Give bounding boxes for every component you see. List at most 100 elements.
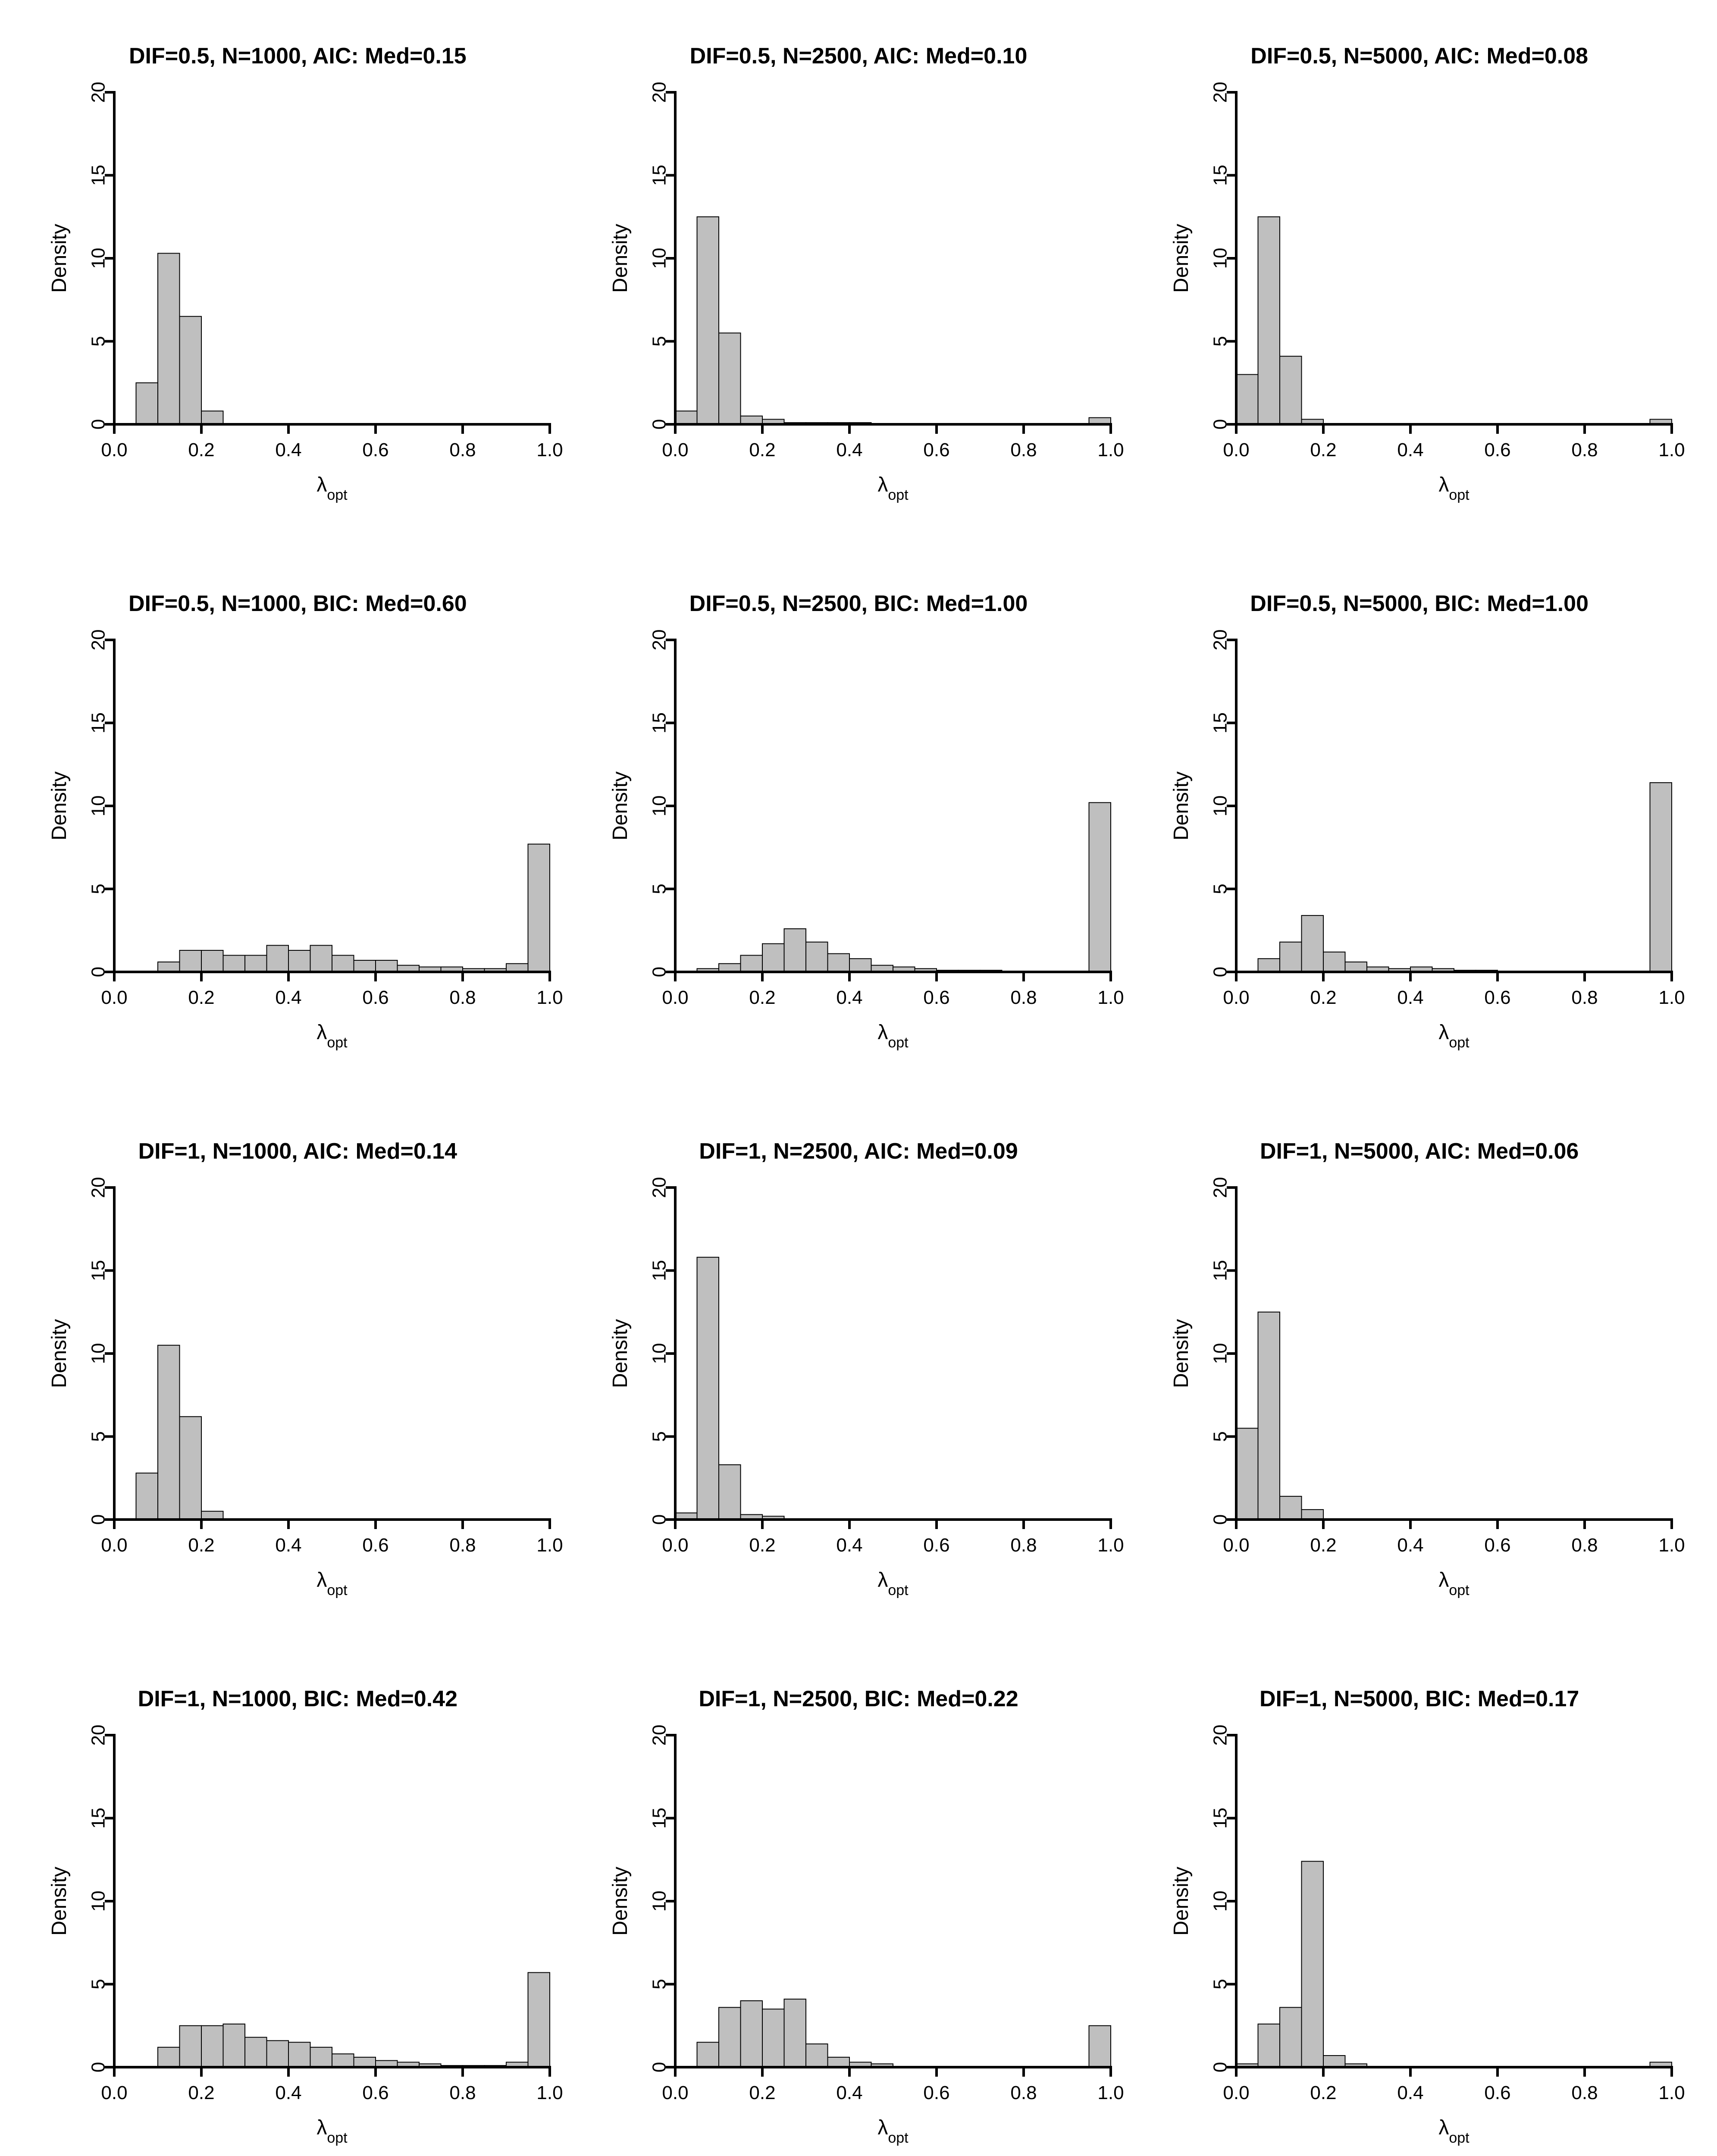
y-tick-label: 10	[1209, 1343, 1231, 1364]
histogram-bar	[1280, 356, 1302, 424]
x-tick-label: 0.8	[450, 987, 476, 1008]
x-axis-line	[114, 2067, 550, 2076]
histogram-bar	[136, 1473, 158, 1520]
histogram-panel: DIF=0.5, N=2500, BIC: Med=1.000.00.20.40…	[587, 591, 1131, 1121]
y-tick-label: 5	[88, 1431, 109, 1442]
y-tick-label: 10	[1209, 1891, 1231, 1912]
x-tick-label: 0.2	[749, 987, 775, 1008]
histogram-bar	[288, 950, 310, 972]
x-tick-label: 0.4	[1397, 1535, 1423, 1556]
y-tick-label: 15	[1209, 1808, 1231, 1829]
y-tick-label: 20	[649, 630, 670, 651]
y-tick-label: 5	[88, 884, 109, 894]
y-tick-label: 10	[649, 1891, 670, 1912]
y-tick-label: 0	[1209, 419, 1231, 429]
x-axis-label: λopt	[317, 1021, 348, 1051]
histogram-panel: DIF=0.5, N=2500, AIC: Med=0.100.00.20.40…	[587, 43, 1131, 573]
x-axis-label: λopt	[877, 2116, 909, 2146]
x-tick-label: 0.0	[1223, 439, 1249, 461]
x-tick-label: 0.2	[1310, 1535, 1336, 1556]
x-tick-label: 0.8	[1010, 1535, 1037, 1556]
x-tick-label: 0.0	[1223, 2082, 1249, 2103]
histogram-bar	[158, 253, 180, 424]
y-tick-label: 10	[649, 1343, 670, 1364]
histogram-bar	[806, 942, 828, 972]
x-tick-label: 0.2	[749, 439, 775, 461]
y-tick-label: 20	[1209, 1177, 1231, 1198]
panel-title: DIF=0.5, N=1000, AIC: Med=0.15	[129, 43, 467, 69]
histogram-bar	[332, 2054, 354, 2067]
histogram-bar	[180, 1416, 202, 1520]
x-tick-label: 0.4	[276, 987, 302, 1008]
histogram-bar	[719, 2007, 741, 2067]
histogram-panel: DIF=1, N=1000, AIC: Med=0.140.00.20.40.6…	[26, 1138, 570, 1669]
histogram-bar	[784, 929, 806, 972]
x-tick-label: 0.2	[188, 987, 215, 1008]
y-tick-label: 15	[649, 1260, 670, 1281]
y-tick-label: 15	[1209, 1260, 1231, 1281]
histogram-bar	[1236, 375, 1258, 425]
histogram-bar	[827, 954, 849, 972]
y-tick-label: 5	[1209, 884, 1231, 894]
histogram-bar	[310, 945, 332, 972]
histogram-panel: DIF=0.5, N=1000, BIC: Med=0.600.00.20.40…	[26, 591, 570, 1121]
histogram-bar	[762, 944, 784, 972]
histogram-svg: 0.00.20.40.60.81.005101520λoptDensity	[589, 1722, 1128, 2156]
y-tick-label: 0	[649, 967, 670, 977]
histogram-bar	[1280, 1496, 1302, 1520]
histogram-panel: DIF=1, N=5000, AIC: Med=0.060.00.20.40.6…	[1147, 1138, 1691, 1669]
x-tick-label: 0.4	[1397, 439, 1423, 461]
x-axis-line	[675, 424, 1111, 433]
histogram-bar	[675, 411, 697, 424]
histogram-bar	[136, 383, 158, 424]
x-axis-label: λopt	[877, 1021, 909, 1051]
y-axis-label: Density	[48, 771, 71, 840]
histogram-bar	[697, 1257, 719, 1520]
y-tick-label: 10	[88, 796, 109, 817]
histogram-bar	[158, 2047, 180, 2067]
y-tick-label: 0	[1209, 967, 1231, 977]
x-tick-label: 1.0	[1097, 439, 1124, 461]
histogram-svg: 0.00.20.40.60.81.005101520λoptDensity	[28, 79, 567, 536]
panel-title: DIF=0.5, N=1000, BIC: Med=0.60	[128, 591, 467, 617]
x-tick-label: 0.0	[662, 987, 688, 1008]
x-axis-line	[114, 1520, 550, 1528]
panel-title: DIF=1, N=2500, BIC: Med=0.22	[699, 1686, 1018, 1712]
y-axis-label: Density	[48, 1319, 71, 1388]
y-tick-label: 15	[88, 165, 109, 186]
x-axis-label: λopt	[1438, 1021, 1469, 1051]
x-tick-label: 0.6	[923, 2082, 949, 2103]
histogram-svg: 0.00.20.40.60.81.005101520λoptDensity	[1150, 1722, 1689, 2156]
histogram-bar	[1301, 1861, 1323, 2067]
y-tick-label: 15	[1209, 165, 1231, 186]
x-tick-label: 0.4	[276, 439, 302, 461]
histogram-bar	[528, 1973, 550, 2067]
y-axis-label: Density	[1170, 771, 1193, 840]
y-tick-label: 15	[88, 712, 109, 733]
x-axis-line	[1236, 972, 1672, 981]
x-axis-label: λopt	[1438, 2116, 1469, 2146]
y-axis-label: Density	[609, 1319, 632, 1388]
x-tick-label: 1.0	[1658, 439, 1685, 461]
y-tick-label: 0	[1209, 2062, 1231, 2072]
y-axis-label: Density	[1170, 1319, 1193, 1388]
x-tick-label: 0.0	[662, 439, 688, 461]
histogram-svg: 0.00.20.40.60.81.005101520λoptDensity	[1150, 627, 1689, 1084]
y-tick-label: 15	[1209, 712, 1231, 733]
y-tick-label: 20	[1209, 82, 1231, 103]
x-axis-line	[114, 972, 550, 981]
x-tick-label: 0.6	[1484, 987, 1510, 1008]
y-tick-label: 5	[1209, 336, 1231, 346]
histogram-bar	[180, 950, 202, 972]
histogram-bar	[849, 959, 871, 972]
x-tick-label: 0.8	[1571, 987, 1598, 1008]
x-tick-label: 1.0	[1658, 1535, 1685, 1556]
x-axis-label: λopt	[317, 473, 348, 503]
y-tick-label: 5	[88, 1979, 109, 1989]
x-tick-label: 0.8	[1571, 439, 1598, 461]
x-axis-line	[675, 2067, 1111, 2076]
histogram-bar	[180, 2026, 202, 2067]
histogram-bar	[1258, 959, 1280, 972]
histogram-bar	[697, 217, 719, 424]
histogram-svg: 0.00.20.40.60.81.005101520λoptDensity	[1150, 79, 1689, 536]
